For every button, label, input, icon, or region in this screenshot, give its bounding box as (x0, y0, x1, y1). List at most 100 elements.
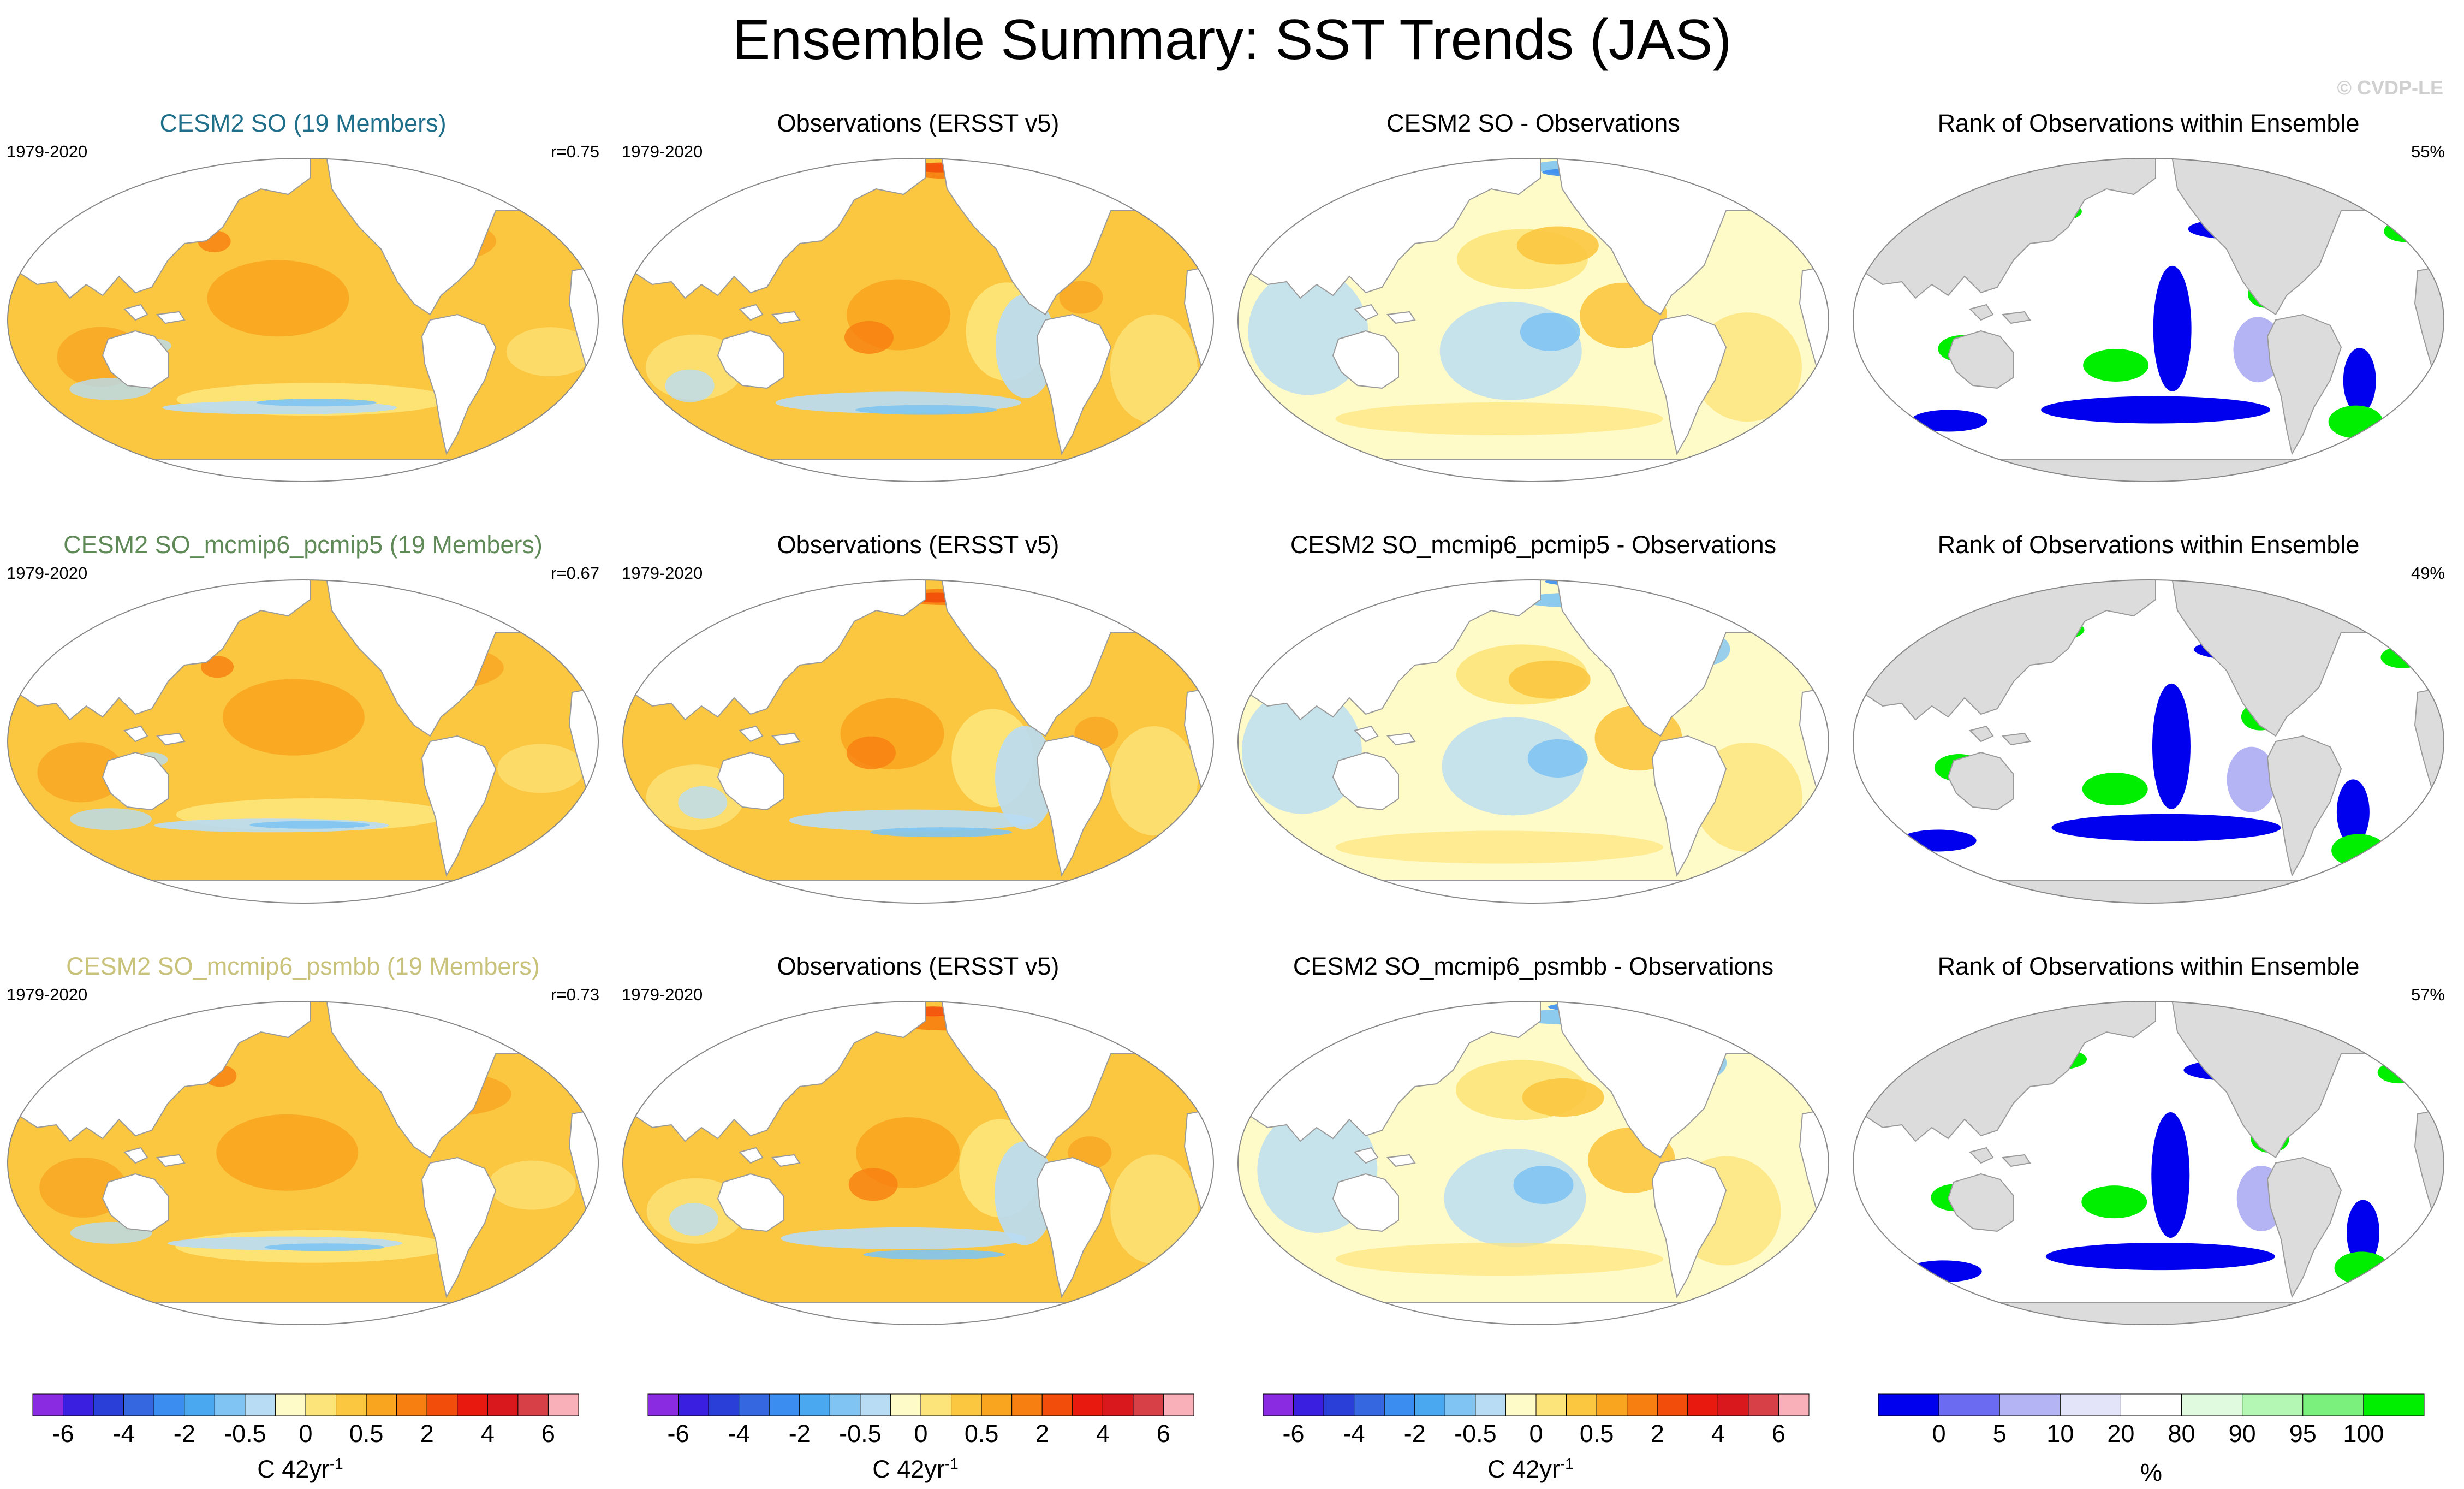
colorbar-unit: C 42yr-1 (872, 1455, 959, 1483)
colorbar-swatch (1133, 1393, 1164, 1416)
colorbar-swatch (123, 1393, 154, 1416)
colorbar-swatch (951, 1393, 982, 1416)
panel-model-row3: CESM2 SO_mcmip6_psmbb (19 Members) 1979-… (0, 951, 606, 1333)
colorbar-swatch (336, 1393, 367, 1416)
panel-title: Observations (ERSST v5) (777, 952, 1060, 980)
panel-title: Rank of Observations within Ensemble (1937, 109, 2360, 137)
colorbar-tick-label: 0.5 (349, 1420, 384, 1448)
colorbar-tick-label: 0 (1529, 1420, 1543, 1448)
colorbar-swatch (1414, 1393, 1445, 1416)
sst-trend-map (622, 1001, 1215, 1325)
colorbar-swatch (647, 1393, 679, 1416)
colorbar-tick-label: -0.5 (1454, 1420, 1497, 1448)
rank-percent-label: 57% (2411, 985, 2445, 1004)
panel-obs-row1: Observations (ERSST v5) 1979-2020 (615, 108, 1221, 490)
colorbar-swatch (769, 1393, 800, 1416)
colorbar-swatch (1444, 1393, 1476, 1416)
colorbar-tick-label: -4 (113, 1420, 135, 1448)
colorbar-swatch (2363, 1393, 2425, 1416)
period-label: 1979-2020 (7, 142, 88, 161)
colorbar-swatch (1354, 1393, 1385, 1416)
colorbar-swatch (1072, 1393, 1103, 1416)
rank-percent-label: 49% (2411, 563, 2445, 583)
colorbar-swatch (860, 1393, 891, 1416)
colorbar-swatch (396, 1393, 427, 1416)
colorbar-tick-label: -6 (1283, 1420, 1305, 1448)
colorbar-swatch (1657, 1393, 1688, 1416)
colorbar-graphic: 0 5 10 20 80 90 95 100 (1878, 1393, 2425, 1448)
colorbar-swatch (32, 1393, 64, 1416)
panel-title: Observations (ERSST v5) (777, 531, 1060, 559)
panel-title: CESM2 SO_mcmip6_psmbb - Observations (1293, 952, 1774, 980)
colorbar-swatch (1011, 1393, 1043, 1416)
colorbar-swatch (487, 1393, 519, 1416)
colorbar-tick-label: 0 (914, 1420, 927, 1448)
colorbar-swatch (2302, 1393, 2364, 1416)
rank-colorbar: 0 5 10 20 80 90 95 100 % (1846, 1383, 2451, 1487)
colorbar-graphic: -6 -4 -2 -0.5 0 0.5 2 4 6 (32, 1393, 579, 1448)
sst-trend-map (622, 158, 1215, 482)
colorbar-tick-label: -6 (52, 1420, 74, 1448)
panel-obs-row2: Observations (ERSST v5) 1979-2020 (615, 530, 1221, 912)
trend-colorbar: -6 -4 -2 -0.5 0 0.5 2 4 6 C 42yr-1 (1230, 1383, 1836, 1487)
colorbar-swatch (2060, 1393, 2121, 1416)
correlation-label: r=0.67 (551, 563, 599, 583)
colorbar-swatch (2242, 1393, 2304, 1416)
colorbar-swatch (1323, 1393, 1355, 1416)
panel-model-row2: CESM2 SO_mcmip6_pcmip5 (19 Members) 1979… (0, 530, 606, 912)
colorbar-swatch (829, 1393, 861, 1416)
correlation-label: r=0.73 (551, 985, 599, 1004)
rank-map (1852, 158, 2445, 482)
colorbar-swatch (1687, 1393, 1718, 1416)
colorbar-tick-label: 2 (420, 1420, 434, 1448)
colorbar-swatch (1163, 1393, 1194, 1416)
colorbar-swatch (93, 1393, 124, 1416)
colorbar-swatch (2181, 1393, 2243, 1416)
period-label: 1979-2020 (7, 563, 88, 583)
colorbar-tick-label: 0 (299, 1420, 312, 1448)
colorbar-tick-label: 0 (1932, 1420, 1946, 1448)
colorbar-tick-label: 6 (541, 1420, 555, 1448)
colorbar-unit: C 42yr-1 (1487, 1455, 1574, 1483)
colorbar-tick-label: 0.5 (1580, 1420, 1614, 1448)
colorbar-tick-label: -4 (728, 1420, 750, 1448)
colorbar-swatch (1102, 1393, 1134, 1416)
colorbar-swatch (153, 1393, 185, 1416)
colorbar-unit: C 42yr-1 (257, 1455, 343, 1483)
sst-trend-map (7, 1001, 599, 1325)
colorbar-tick-label: 2 (1651, 1420, 1664, 1448)
panel-title: Rank of Observations within Ensemble (1937, 952, 2360, 980)
colorbar-tick-label: -6 (668, 1420, 689, 1448)
watermark: © CVDP-LE (2337, 76, 2443, 99)
colorbar-tick-label: 95 (2289, 1420, 2317, 1448)
colorbar-tick-label: 0.5 (965, 1420, 999, 1448)
colorbar-swatch (799, 1393, 830, 1416)
colorbar-tick-label: -0.5 (839, 1420, 882, 1448)
colorbar-swatch (890, 1393, 921, 1416)
colorbar-tick-label: -4 (1343, 1420, 1365, 1448)
colorbar-tick-label: -2 (1404, 1420, 1426, 1448)
trend-colorbar: -6 -4 -2 -0.5 0 0.5 2 4 6 C 42yr-1 (615, 1383, 1221, 1487)
panel-title: CESM2 SO - Observations (1386, 109, 1680, 137)
colorbar-swatch (1938, 1393, 2000, 1416)
colorbar-swatch (245, 1393, 276, 1416)
panel-obs-row3: Observations (ERSST v5) 1979-2020 (615, 951, 1221, 1333)
panel-diff-row1: CESM2 SO - Observations (1230, 108, 1836, 490)
colorbar-tick-label: 4 (1711, 1420, 1725, 1448)
colorbar-swatch (1999, 1393, 2061, 1416)
correlation-label: r=0.75 (551, 142, 599, 161)
colorbar-swatch (981, 1393, 1013, 1416)
panel-title: CESM2 SO (19 Members) (159, 109, 447, 137)
figure-title: Ensemble Summary: SST Trends (JAS) (732, 8, 1732, 72)
colorbar-tick-label: 5 (1993, 1420, 2007, 1448)
colorbar-swatch (63, 1393, 94, 1416)
colorbar-swatch (426, 1393, 458, 1416)
period-label: 1979-2020 (622, 142, 703, 161)
colorbar-tick-label: 90 (2229, 1420, 2256, 1448)
panel-rank-row3: Rank of Observations within Ensemble 57% (1846, 951, 2451, 1333)
colorbar-swatch (1878, 1393, 1939, 1416)
colorbar-swatch (1384, 1393, 1415, 1416)
sst-difference-map (1237, 158, 1830, 482)
panel-rank-row2: Rank of Observations within Ensemble 49% (1846, 530, 2451, 912)
sst-difference-map (1237, 579, 1830, 904)
